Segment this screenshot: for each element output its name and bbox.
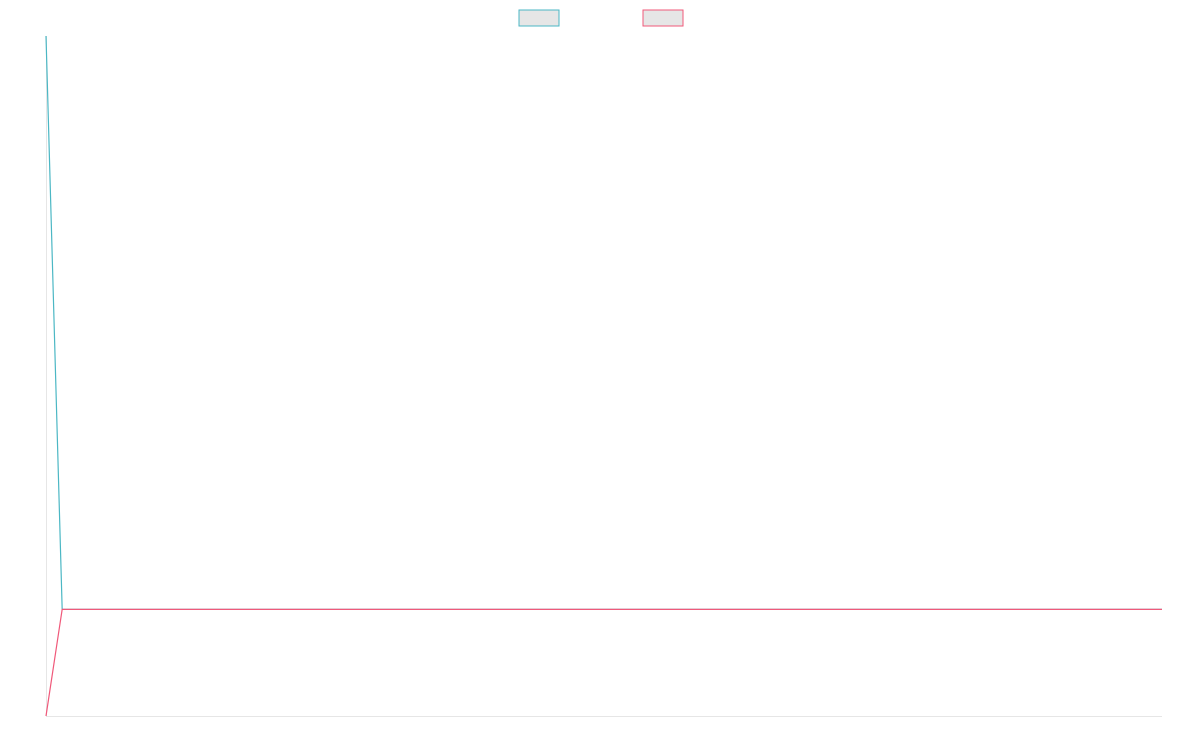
series-group <box>45 35 1162 717</box>
series-2-line <box>45 608 1162 717</box>
axes <box>46 36 1162 717</box>
series-1-line <box>45 35 1162 610</box>
legend-swatch-series-2[interactable] <box>642 9 684 27</box>
legend[interactable] <box>518 9 684 27</box>
legend-swatch-series-1[interactable] <box>518 9 560 27</box>
